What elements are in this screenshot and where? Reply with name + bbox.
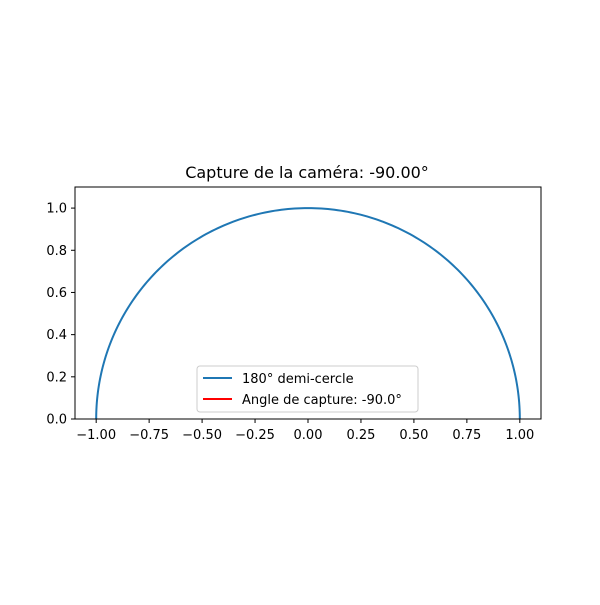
- x-tick-label: −0.75: [129, 428, 169, 443]
- x-tick-label: 0.00: [294, 428, 323, 443]
- y-tick-label: 1.0: [46, 202, 67, 217]
- legend-label-capture-angle: Angle de capture: -90.0°: [242, 393, 402, 408]
- y-axis: 0.0 0.2 0.4 0.6 0.8 1.0: [46, 202, 75, 428]
- series-layer: [95, 207, 521, 420]
- x-tick-label: 0.50: [399, 428, 428, 443]
- legend-label-semicircle: 180° demi-cercle: [242, 372, 354, 387]
- legend-box: [196, 365, 419, 413]
- x-tick-label: −0.50: [182, 428, 222, 443]
- y-tick-label: 0.4: [46, 328, 67, 343]
- x-tick-label: −1.00: [76, 428, 116, 443]
- y-tick-label: 0.2: [46, 370, 67, 385]
- chart-title: Capture de la caméra: -90.00°: [185, 163, 429, 182]
- y-tick-label: 0.0: [46, 413, 67, 428]
- x-tick-label: 1.00: [505, 428, 534, 443]
- legend: 180° demi-cercle Angle de capture: -90.0…: [196, 365, 419, 413]
- series-line-semicircle: [95, 207, 521, 420]
- x-tick-label: −0.25: [235, 428, 275, 443]
- y-tick-label: 0.6: [46, 286, 67, 301]
- x-tick-label: 0.25: [346, 428, 375, 443]
- x-axis: −1.00 −0.75 −0.50 −0.25 0.00 0.25 0.50 0.75 1.00: [76, 419, 534, 443]
- y-tick-label: 0.8: [46, 244, 67, 259]
- x-tick-label: 0.75: [452, 428, 481, 443]
